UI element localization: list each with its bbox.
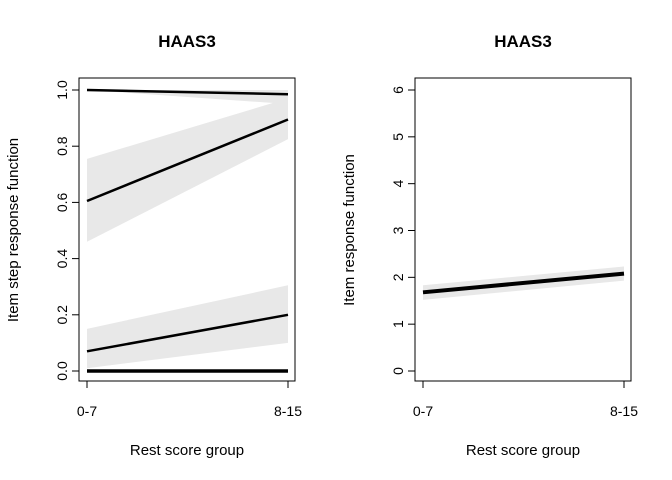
y-tick-label: 0.6 — [54, 192, 70, 212]
series-line-1 — [86, 118, 289, 203]
y-axis-label: Item response function — [341, 154, 358, 306]
x-tick-label: 8-15 — [274, 403, 302, 419]
y-tick-label: 3 — [390, 226, 406, 234]
plot-frame — [78, 77, 296, 382]
chart-title: HAAS3 — [158, 32, 216, 51]
x-tick-label: 0-7 — [77, 403, 97, 419]
y-tick-label: 0 — [390, 367, 406, 375]
confidence-band-1 — [87, 98, 288, 242]
series-lines — [86, 88, 289, 373]
y-tick-label: 2 — [390, 273, 406, 281]
y-tick-label: 1.0 — [54, 80, 70, 100]
y-tick-label: 0.0 — [54, 361, 70, 381]
y-tick-label: 4 — [390, 180, 406, 188]
y-tick-label: 0.4 — [54, 249, 70, 269]
y-tick-label: 5 — [390, 133, 406, 141]
y-tick-label: 1 — [390, 320, 406, 328]
chart-title: HAAS3 — [494, 32, 552, 51]
confidence-band-2 — [87, 285, 288, 369]
plot-frame — [414, 77, 632, 382]
x-axis-label: Rest score group — [130, 442, 244, 459]
y-tick-label: 0.2 — [54, 305, 70, 325]
x-axis-label: Rest score group — [466, 442, 580, 459]
x-axis: 0-7 8-15 — [77, 381, 302, 419]
y-axis: 0 1 2 3 4 5 6 — [390, 86, 415, 375]
x-tick-label: 0-7 — [413, 403, 433, 419]
x-axis: 0-7 8-15 — [413, 381, 638, 419]
x-tick-label: 8-15 — [610, 403, 638, 419]
panel-item-step-response: HAAS3 0.0 0.2 0.4 0.6 0.8 1.0 0-7 8-15 Rest sc… — [5, 32, 302, 459]
y-axis: 0.0 0.2 0.4 0.6 0.8 1.0 — [54, 80, 79, 381]
series-line-2 — [86, 313, 289, 353]
y-axis-label: Item step response function — [5, 138, 22, 322]
series-line-0 — [422, 271, 625, 295]
series-line-0 — [86, 88, 289, 96]
y-tick-label: 0.8 — [54, 136, 70, 156]
series-lines — [422, 271, 625, 295]
y-tick-label: 6 — [390, 86, 406, 94]
panel-item-response: HAAS3 0 1 2 3 4 5 6 0-7 8-15 Rest score group I… — [341, 32, 638, 459]
